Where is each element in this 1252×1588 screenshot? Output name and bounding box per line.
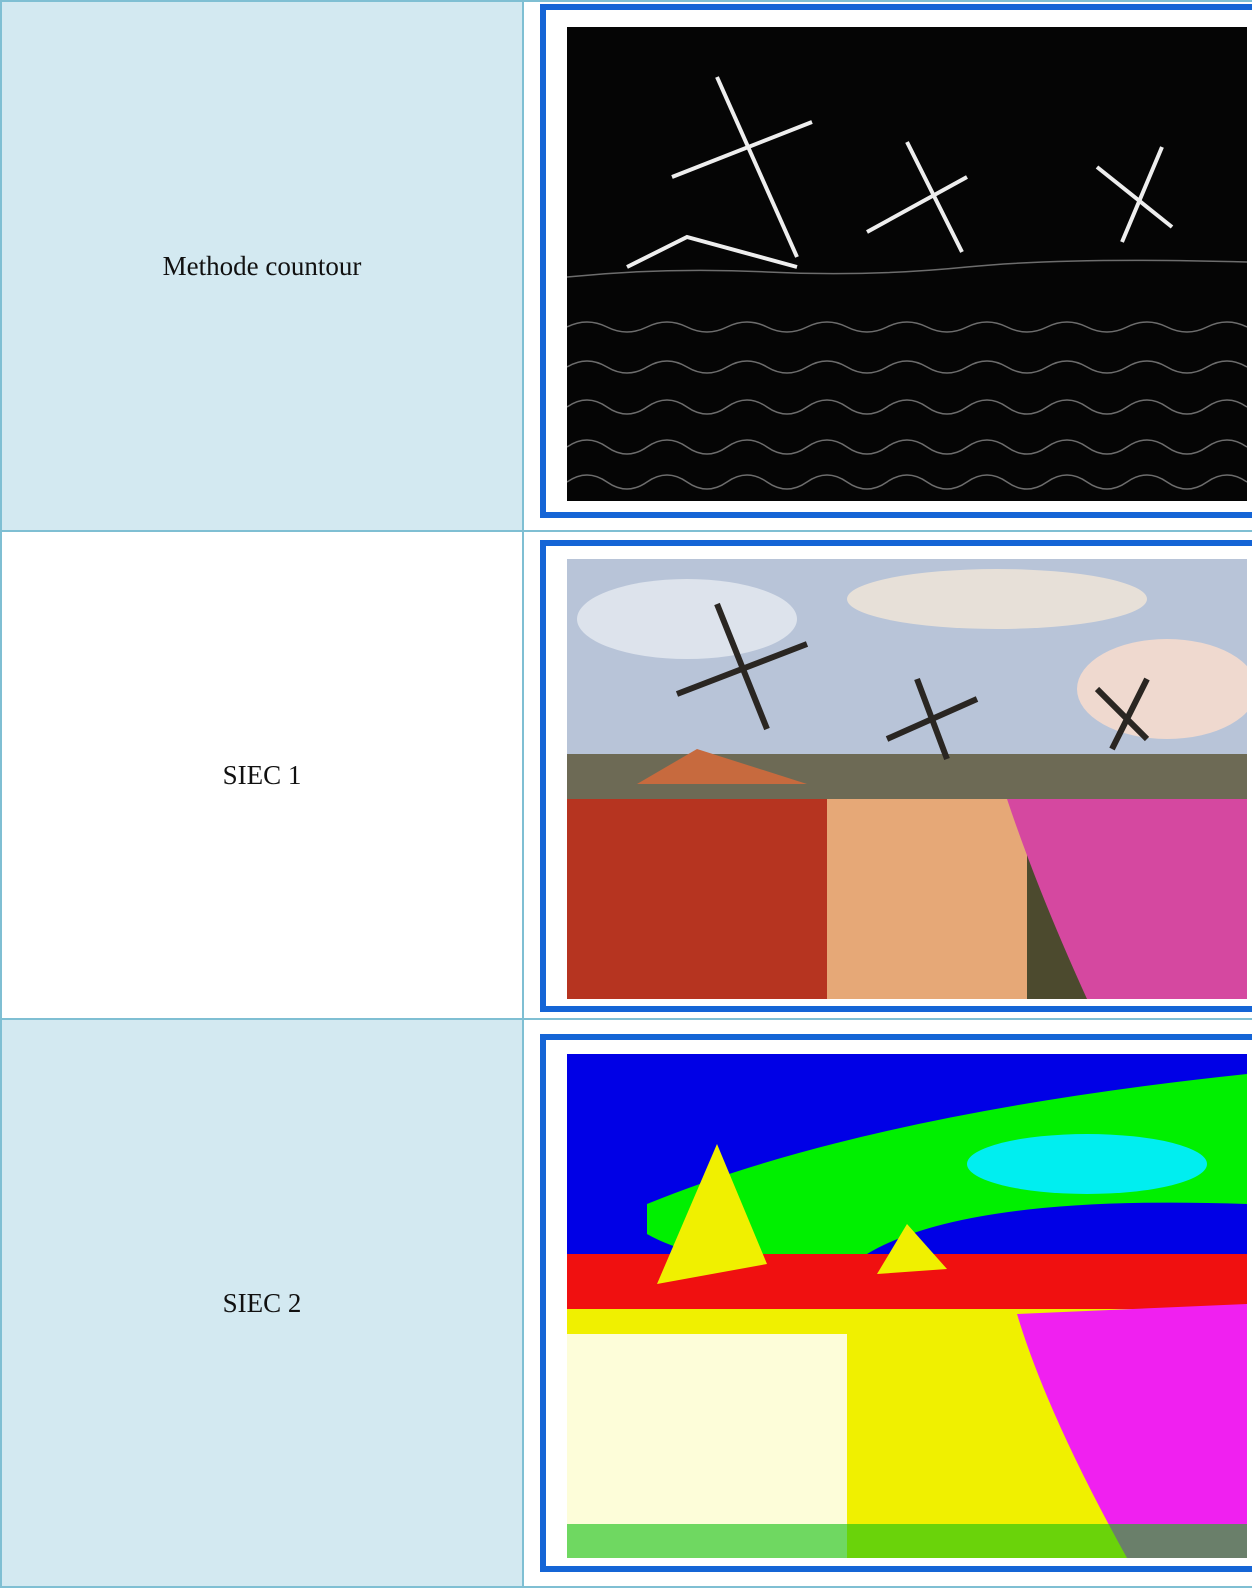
label-cell: SIEC 2 (0, 1018, 524, 1588)
label-cell: SIEC 1 (0, 530, 524, 1020)
row-label: Methode countour (162, 250, 362, 281)
label-cell: Methode countour (0, 0, 524, 532)
image-frame (540, 540, 1252, 1012)
image-frame (540, 1034, 1252, 1572)
row-label: SIEC 2 (222, 1287, 302, 1318)
siec2-image (567, 1054, 1247, 1558)
contour-image (567, 27, 1247, 501)
siec1-image (567, 559, 1247, 999)
row-label: SIEC 1 (222, 759, 302, 790)
image-frame (540, 4, 1252, 518)
